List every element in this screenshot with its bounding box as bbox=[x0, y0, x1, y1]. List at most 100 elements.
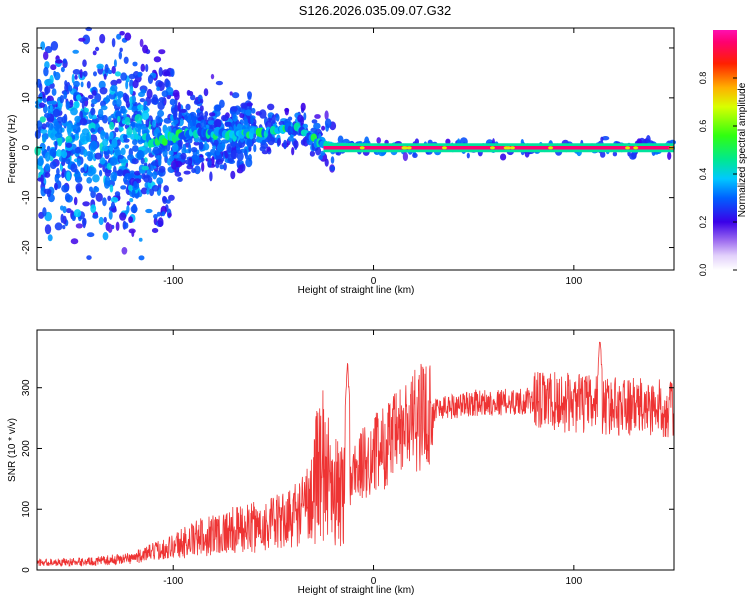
spectrogram-cell bbox=[75, 223, 83, 229]
spectrogram-cell bbox=[70, 238, 79, 245]
spectrogram-cell bbox=[145, 118, 150, 128]
spectrogram-cell bbox=[130, 205, 138, 214]
spectrogram-cell bbox=[82, 59, 87, 67]
spectrogram-cell bbox=[75, 183, 83, 192]
spectrogram-cell bbox=[311, 119, 318, 124]
spectrogram-ridge-spot bbox=[625, 146, 631, 150]
spectrogram-cell bbox=[43, 66, 49, 77]
spectrogram-cell bbox=[132, 79, 139, 89]
spectrogram-cell bbox=[36, 157, 44, 167]
spectrogram-cell bbox=[111, 207, 117, 213]
spectrogram-cell bbox=[293, 140, 299, 149]
spectrogram-ridge-spot bbox=[403, 146, 409, 150]
spectrogram-cell bbox=[117, 154, 124, 160]
spectrogram-cell bbox=[169, 98, 176, 106]
spectrogram-cell bbox=[111, 65, 116, 74]
spectrogram-cell bbox=[207, 152, 211, 160]
spectrogram-cell bbox=[191, 168, 197, 174]
spectrogram-cell bbox=[44, 46, 53, 54]
spectrogram-cell bbox=[236, 151, 244, 161]
spectrogram-cell bbox=[82, 34, 91, 45]
spectrogram-cell bbox=[39, 102, 45, 108]
spectrogram-cell bbox=[64, 83, 69, 93]
spectrogram-cell bbox=[134, 114, 142, 123]
snr-y-tick-label: 100 bbox=[21, 500, 32, 517]
spectrogram-cell bbox=[90, 140, 98, 151]
spectrogram-cell bbox=[193, 141, 200, 146]
spectrogram-cell bbox=[86, 232, 95, 238]
spectrogram-cell bbox=[99, 33, 106, 44]
spectrogram-cell bbox=[321, 125, 326, 131]
spectrogram-cell bbox=[151, 228, 159, 233]
spectrogram-cell bbox=[60, 66, 65, 73]
spectrogram-cell bbox=[56, 116, 64, 124]
spectrogram-cell bbox=[612, 151, 618, 157]
spectrogram-x-tick-label: 0 bbox=[371, 276, 377, 287]
spectrogram-cell bbox=[102, 138, 109, 147]
spectrogram-cell bbox=[113, 59, 117, 68]
spectrogram-cell bbox=[60, 213, 64, 224]
spectrogram-cell bbox=[90, 204, 97, 214]
spectrogram-cell bbox=[79, 118, 88, 126]
spectrogram-cell bbox=[109, 131, 114, 140]
spectrogram-cell bbox=[138, 237, 143, 242]
spectrogram-cell bbox=[239, 112, 245, 119]
spectrogram-cell bbox=[600, 136, 604, 142]
spectrogram-cell bbox=[141, 165, 149, 171]
spectrogram-cell bbox=[131, 229, 135, 238]
spectrogram-cell bbox=[212, 145, 217, 150]
spectrogram-cell bbox=[101, 145, 109, 152]
spectrogram-cell bbox=[184, 159, 192, 165]
spectrogram-cell bbox=[80, 167, 85, 173]
spectrogram-cell bbox=[213, 139, 219, 146]
spectrogram-cell bbox=[146, 88, 153, 99]
spectrogram-cell bbox=[83, 172, 88, 177]
spectrogram-y-tick-label: 10 bbox=[21, 92, 32, 104]
spectrogram-cell bbox=[85, 132, 90, 142]
spectrogram-cell bbox=[123, 138, 130, 143]
spectrogram-cell bbox=[213, 118, 222, 129]
spectrogram-cell bbox=[91, 98, 98, 105]
spectrogram-cell bbox=[329, 165, 336, 172]
spectrogram-cell bbox=[300, 102, 306, 112]
spectrogram-cell bbox=[115, 98, 122, 108]
spectrogram-cell bbox=[243, 118, 250, 125]
spectrogram-y-ticks: -20 -10 0 10 20 bbox=[21, 42, 674, 255]
spectrogram-ridge-spot bbox=[509, 146, 515, 150]
spectrogram-cell bbox=[140, 89, 146, 94]
spectrogram-cell bbox=[201, 161, 205, 172]
spectrogram-cell bbox=[59, 95, 64, 104]
spectrogram-cell bbox=[92, 214, 99, 219]
spectrogram-cell bbox=[90, 190, 96, 199]
spectrogram-cell bbox=[194, 165, 201, 175]
spectrogram-cell bbox=[412, 152, 418, 158]
spectrogram-cell bbox=[267, 103, 275, 111]
spectrogram-cell bbox=[73, 100, 80, 109]
spectrogram-cell bbox=[309, 150, 315, 157]
spectrogram-cell bbox=[313, 122, 321, 130]
spectrogram-cell bbox=[98, 80, 106, 89]
spectrogram-cell bbox=[165, 199, 171, 204]
spectrogram-cell bbox=[163, 185, 169, 193]
spectrogram-cell bbox=[173, 154, 180, 159]
spectrogram-cell bbox=[82, 218, 86, 229]
spectrogram-cell bbox=[157, 217, 164, 228]
spectrogram-cell bbox=[183, 170, 191, 175]
spectrogram-cell bbox=[104, 63, 109, 74]
spectrogram-cell bbox=[53, 121, 60, 131]
spectrogram-cell bbox=[64, 193, 71, 202]
spectrogram-cell bbox=[143, 100, 148, 106]
colorbar-tick-label: 0.6 bbox=[698, 120, 708, 133]
spectrogram-cell bbox=[115, 221, 120, 231]
spectrogram-cell bbox=[40, 174, 44, 184]
spectrogram-cell bbox=[80, 81, 84, 88]
spectrogram-cell bbox=[244, 148, 248, 157]
spectrogram-cell bbox=[128, 73, 136, 80]
spectrogram-cell bbox=[120, 185, 127, 190]
spectrogram-cell bbox=[105, 95, 110, 103]
spectrogram-cell bbox=[43, 51, 49, 60]
spectrogram-cell bbox=[324, 110, 329, 120]
spectrogram-cell bbox=[116, 78, 122, 84]
spectrogram-cell bbox=[247, 95, 252, 100]
spectrogram-cell bbox=[204, 111, 209, 117]
